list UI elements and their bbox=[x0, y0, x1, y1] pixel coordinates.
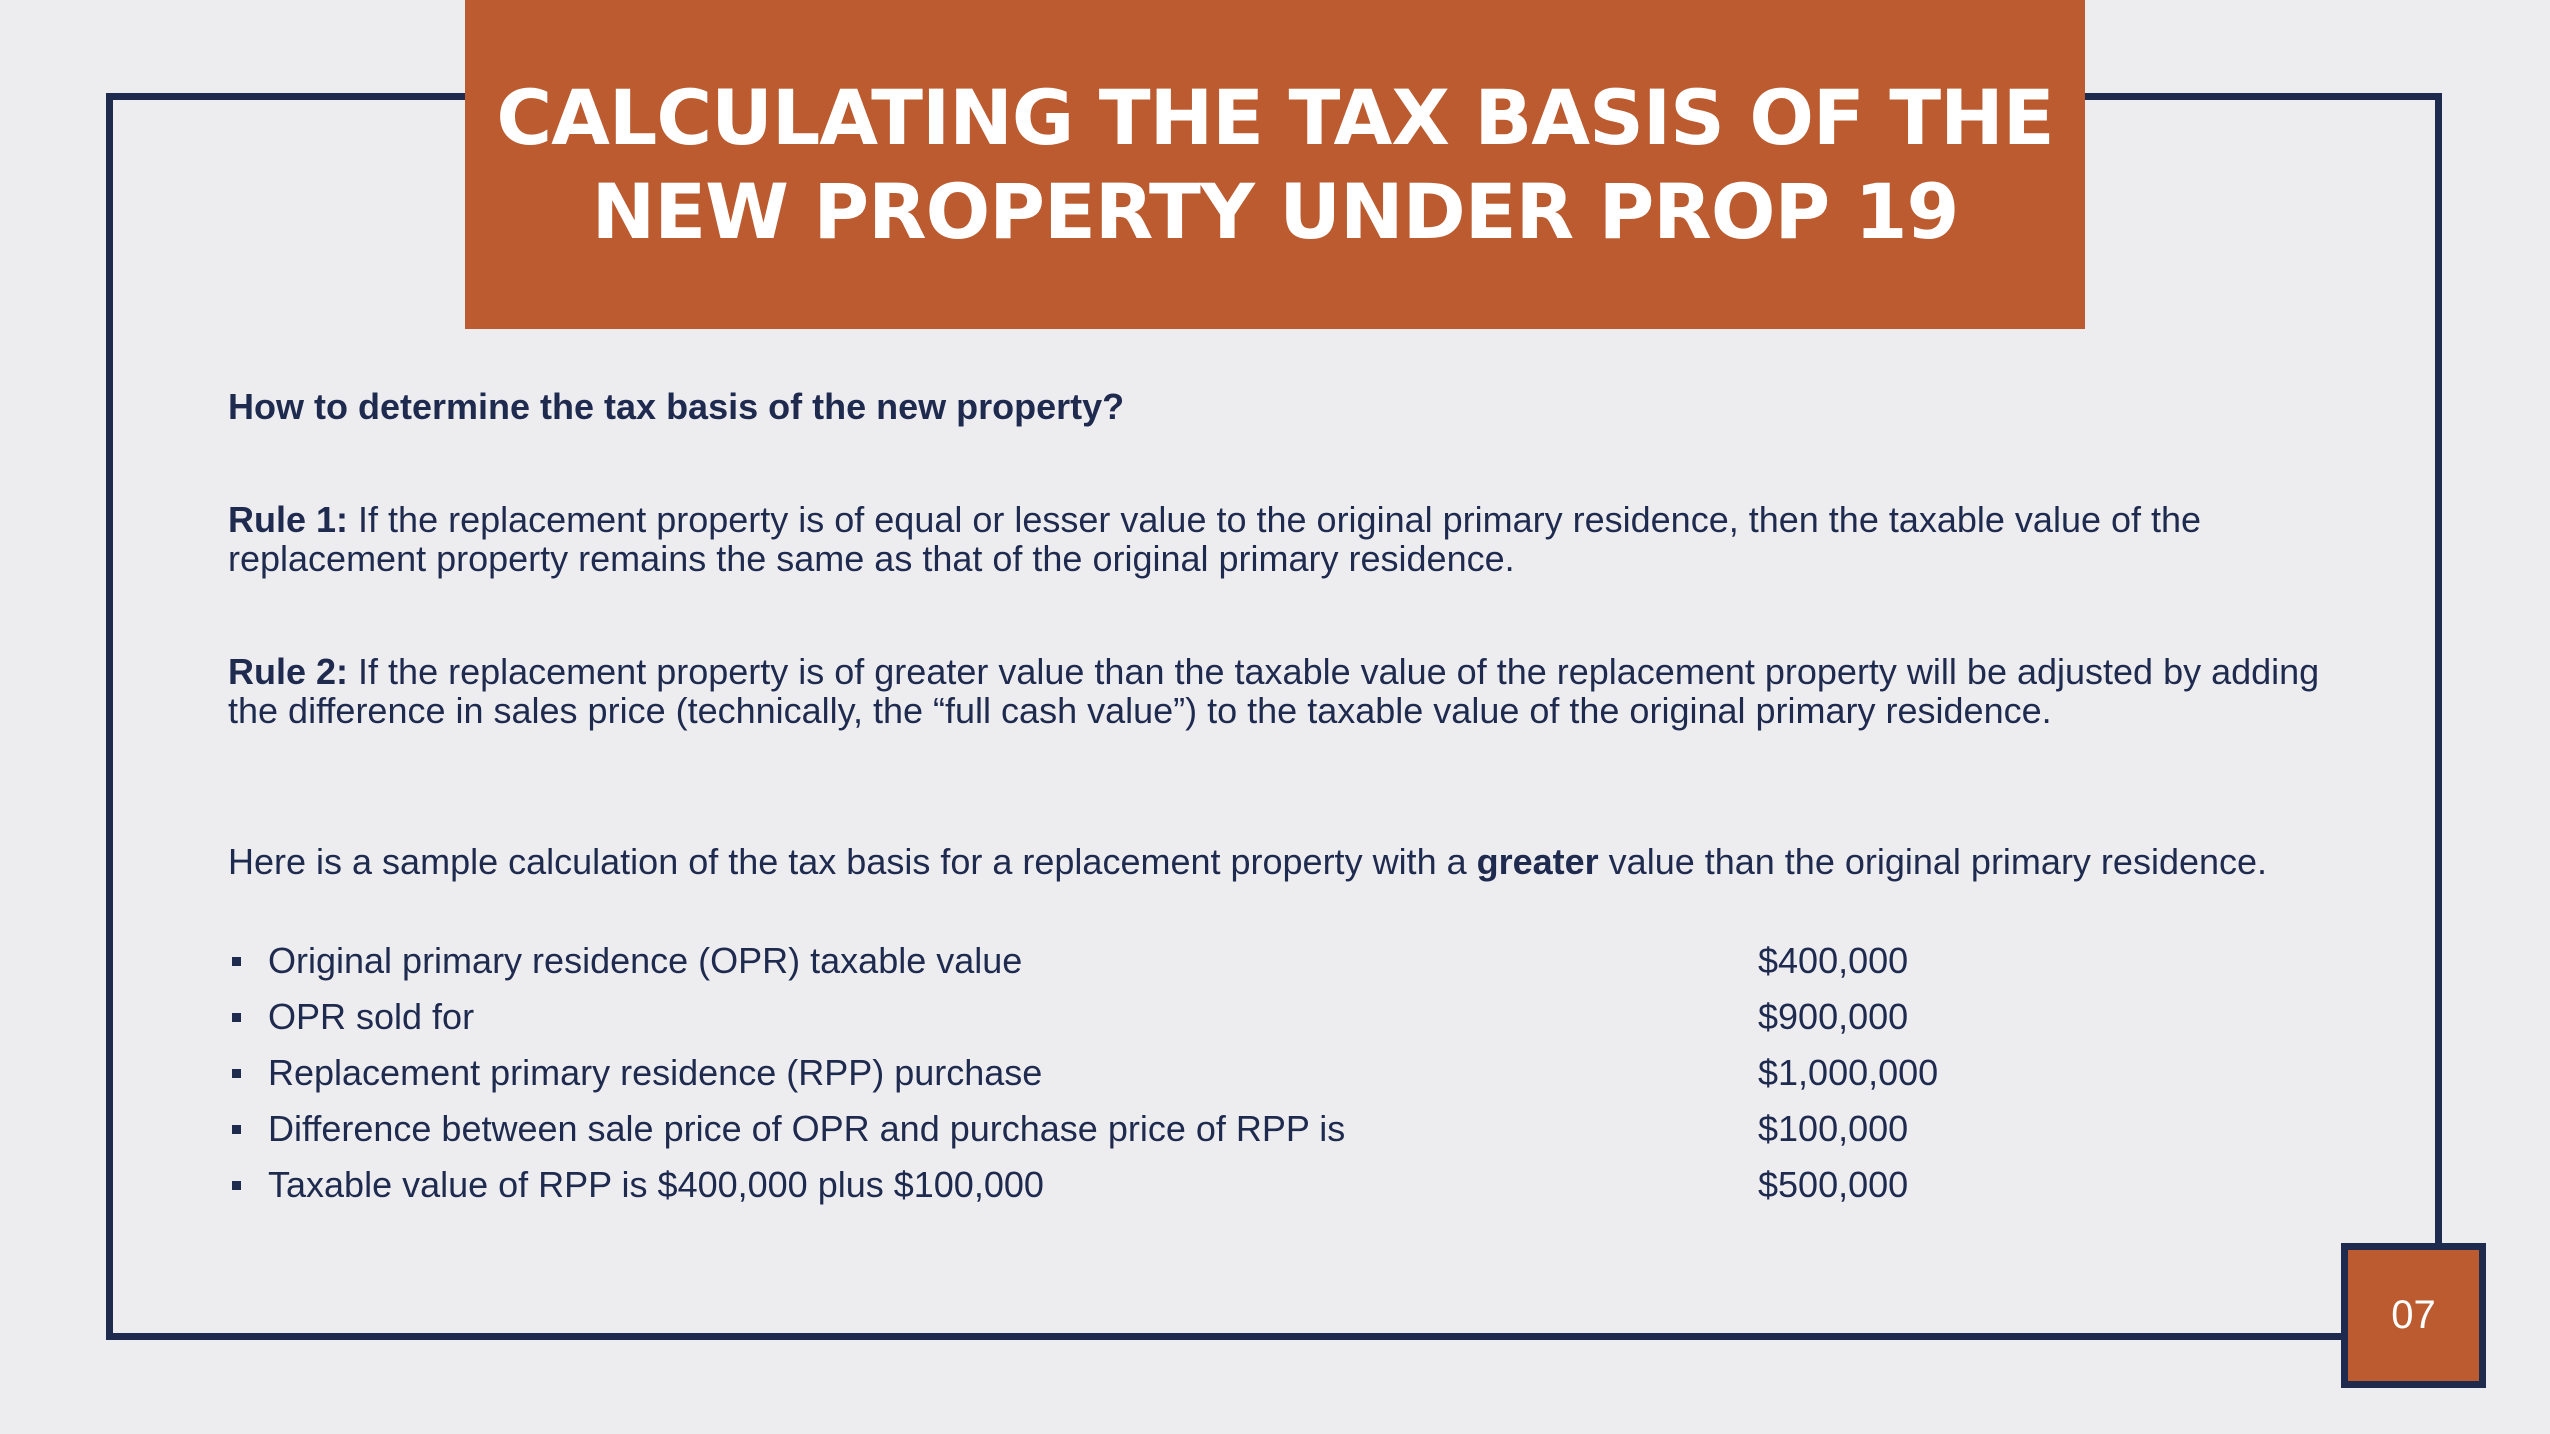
question-heading: How to determine the tax basis of the ne… bbox=[228, 386, 1125, 427]
calculation-item: Taxable value of RPP is $400,000 plus $1… bbox=[228, 1157, 2328, 1213]
bullet-square-icon bbox=[232, 957, 241, 966]
calculation-amount: $500,000 bbox=[1758, 1164, 1909, 1205]
calculation-list: Original primary residence (OPR) taxable… bbox=[228, 933, 2328, 1213]
calculation-item: OPR sold for $900,000 bbox=[228, 989, 2328, 1045]
calculation-label: OPR sold for bbox=[268, 996, 475, 1037]
calculation-label: Replacement primary residence (RPP) purc… bbox=[268, 1052, 1043, 1093]
page-number: 07 bbox=[2391, 1293, 2436, 1337]
calculation-item: Replacement primary residence (RPP) purc… bbox=[228, 1045, 2328, 1101]
rule-2-text: If the replacement property is of greate… bbox=[228, 651, 2320, 731]
bullet-square-icon bbox=[232, 1013, 241, 1022]
sample-intro-paragraph: Here is a sample calculation of the tax … bbox=[228, 842, 2328, 881]
calculation-label: Difference between sale price of OPR and… bbox=[268, 1108, 1346, 1149]
page-number-badge: 07 bbox=[2341, 1243, 2486, 1388]
bullet-square-icon bbox=[232, 1181, 241, 1190]
rule-1-paragraph: Rule 1: If the replacement property is o… bbox=[228, 500, 2328, 578]
sample-intro-after: value than the original primary residenc… bbox=[1598, 841, 2268, 882]
rule-1-label: Rule 1: bbox=[228, 499, 349, 540]
rule-1-text: If the replacement property is of equal … bbox=[228, 499, 2202, 579]
title-banner: CALCULATING THE TAX BASIS OF THE NEW PRO… bbox=[465, 0, 2085, 329]
calculation-amount: $900,000 bbox=[1758, 996, 1909, 1037]
rule-2-paragraph: Rule 2: If the replacement property is o… bbox=[228, 652, 2328, 730]
bullet-square-icon bbox=[232, 1069, 241, 1078]
rule-2-label: Rule 2: bbox=[228, 651, 349, 692]
calculation-item: Original primary residence (OPR) taxable… bbox=[228, 933, 2328, 989]
calculation-label: Taxable value of RPP is $400,000 plus $1… bbox=[268, 1164, 1044, 1205]
calculation-amount: $1,000,000 bbox=[1758, 1052, 1939, 1093]
calculation-label: Original primary residence (OPR) taxable… bbox=[268, 940, 1023, 981]
sample-intro-emphasis: greater bbox=[1476, 841, 1599, 882]
calculation-item: Difference between sale price of OPR and… bbox=[228, 1101, 2328, 1157]
sample-intro-before: Here is a sample calculation of the tax … bbox=[228, 841, 1477, 882]
bullet-square-icon bbox=[232, 1125, 241, 1134]
slide-title: CALCULATING THE TAX BASIS OF THE NEW PRO… bbox=[496, 72, 2054, 256]
calculation-amount: $400,000 bbox=[1758, 940, 1909, 981]
calculation-amount: $100,000 bbox=[1758, 1108, 1909, 1149]
